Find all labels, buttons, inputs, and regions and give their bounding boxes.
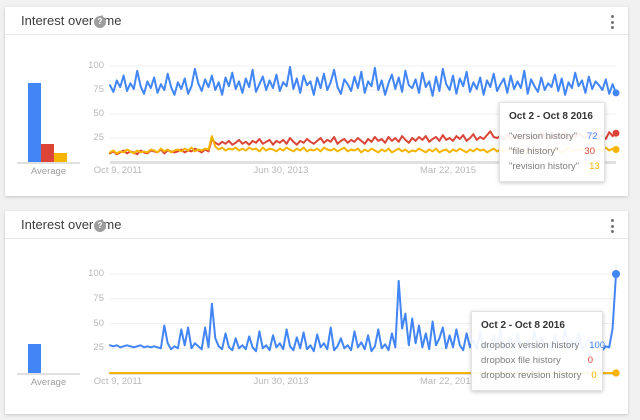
series-end-dot [612,129,620,137]
series-end-dot [612,369,620,377]
y-axis-label: 25 [93,342,104,354]
tooltip-row: dropbox version history 100 [481,338,605,353]
hover-tooltip: Oct 2 - Oct 8 2016 dropbox version histo… [471,311,605,391]
tooltip-term-label: "revision history" [509,161,580,172]
y-axis-label: 25 [93,132,104,143]
x-axis-label: Oct 9, 2011 [93,165,143,176]
series-end-dot [612,369,620,377]
help-icon[interactable]: ? [94,16,106,28]
y-axis-label: 100 [88,60,104,71]
x-axis-label: Oct 9, 2011 [93,376,143,387]
tooltip-row: "version history" 72 [509,129,598,144]
y-axis-label: 100 [88,268,104,279]
tooltip-term-label: dropbox file history [481,355,561,366]
average-label: Average [30,377,67,388]
tooltip-term-label: dropbox revision history [481,370,582,381]
average-label: Average [30,166,67,177]
series-line [109,66,617,97]
series-end-dot [612,270,620,278]
y-axis-label: 75 [93,84,104,95]
tooltip-row: dropbox file history 0 [481,353,593,368]
card-title: Interest over time [21,217,122,232]
y-axis-label: 50 [93,108,104,119]
average-bar [28,344,41,373]
average-baseline [17,373,80,375]
tooltip-date-range: Oct 2 - Oct 8 2016 [481,320,565,331]
tooltip-row: "file history" 30 [509,144,595,159]
y-axis-label: 50 [93,317,104,329]
more-options-icon[interactable] [605,14,619,30]
tooltip-term-value: 0 [591,370,597,381]
tooltip-term-value: 0 [587,355,593,366]
x-axis-label: Jun 30, 2013 [253,165,309,176]
trend-card-top: Interest over time ? Oct 2 - Oct 8 2016 … [5,7,628,196]
average-bar [41,143,54,162]
tooltip-term-value: 13 [589,161,600,172]
tooltip-term-value: 100 [589,340,606,351]
series-end-dot [612,146,620,153]
tooltip-term-label: "file history" [509,146,559,157]
x-axis-label: Mar 22, 2015 [420,376,476,387]
average-bar [54,153,67,162]
x-axis-label: Mar 22, 2015 [420,165,476,176]
x-axis-label: Jun 30, 2013 [253,376,309,387]
tooltip-row: dropbox revision history 0 [481,368,597,383]
card-title: Interest over time [21,13,122,28]
series-end-dot [612,89,620,97]
trend-card-bottom: Interest over time ? Oct 2 - Oct 8 2016 … [5,211,628,414]
card-header: Interest over time ? [5,211,628,239]
average-baseline [17,162,80,164]
hover-tooltip: Oct 2 - Oct 8 2016 "version history" 72 "f… [499,102,605,182]
card-header: Interest over time ? [5,7,628,35]
tooltip-row: "revision history" 13 [509,159,600,174]
help-icon[interactable]: ? [94,220,106,232]
more-options-icon[interactable] [605,218,619,234]
tooltip-term-label: dropbox version history [481,340,580,351]
tooltip-term-value: 72 [587,131,598,142]
tooltip-term-label: "version history" [509,131,577,142]
y-axis-label: 75 [93,292,104,304]
average-bar [28,83,41,162]
tooltip-term-value: 30 [584,146,595,157]
tooltip-date-range: Oct 2 - Oct 8 2016 [509,111,593,122]
